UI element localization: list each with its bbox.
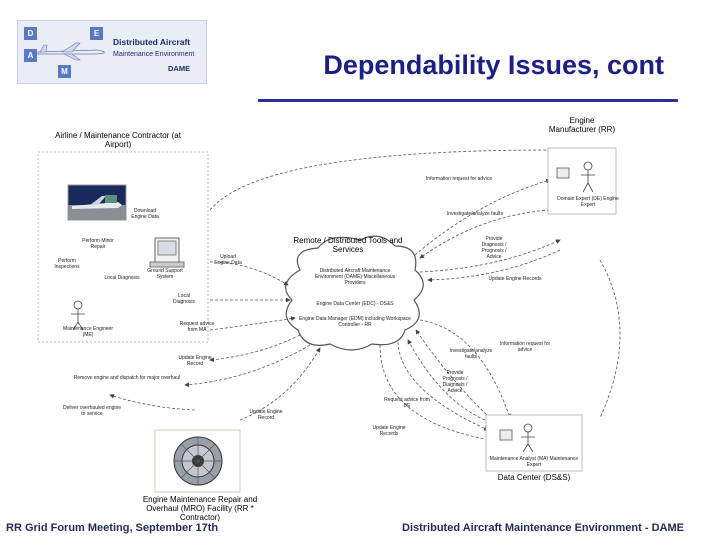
logo-letter-a: A [24, 49, 37, 62]
flow-update-engine-record-1: Update Engine Record [178, 355, 212, 367]
cloud-item-edm: Engine Data Manager (EDM) including Work… [299, 316, 411, 328]
connector-upload [209, 261, 289, 286]
connector-update-record-2 [239, 347, 321, 421]
connector-update-records-bottom [379, 344, 491, 442]
actor-data-center: Data Center (DS&S) [497, 473, 571, 482]
domain-expert-figure [581, 161, 595, 193]
label-minor-repair: Perform Minor Repair [82, 238, 114, 250]
title-rule [258, 99, 678, 102]
connector-investigate-bottom [415, 329, 491, 419]
logo-line-1: Distributed Aircraft [113, 37, 191, 47]
actor-airline: Airline / Maintenance Contractor (at Air… [55, 131, 181, 149]
manufacturer-box [547, 147, 617, 215]
flow-advice-bottom: Provide Prognosis / Diagnosis / Advice [442, 370, 468, 394]
dame-logo: D A M E Distributed Aircraft Maintenance… [17, 20, 207, 84]
label-local-diagnosis-airline: Local Diagnosis [104, 275, 140, 281]
label-domain-expert: Domain Expert (DE) Engine Expert [557, 196, 619, 208]
footer-right: Distributed Aircraft Maintenance Environ… [402, 522, 684, 534]
connector-deliver-engine [109, 393, 196, 411]
flow-request-advice-de: Request advice from DE [384, 397, 430, 409]
footer-left: RR Grid Forum Meeting, September 17th [6, 522, 219, 534]
flow-advice-top: Provide Diagnosis / Prognosis / Advice [481, 236, 507, 260]
maintenance-analyst-figure [521, 423, 535, 453]
logo-letter-e: E [90, 27, 103, 40]
connector-info-request-bottom [419, 319, 511, 419]
flow-local-diagnosis: Local Diagnosis [173, 293, 195, 305]
flow-request-advice-ma: Request advice from MA [179, 321, 215, 333]
connector-update-records-top [427, 249, 561, 283]
logo-letter-m: M [58, 65, 71, 78]
connector-request-de [397, 341, 489, 431]
connector-request-ma [209, 316, 296, 331]
label-ground-support: Ground Support System [147, 268, 183, 280]
ground-support-computer [149, 237, 185, 268]
manufacturer-computer [556, 167, 570, 179]
flow-investigate-top: Investigate/analyze faults [446, 211, 504, 217]
connector-advice-top [419, 239, 561, 273]
label-inspections: Perform Inspections [54, 258, 80, 270]
flow-upload-engine-data: Upload Engine Data [214, 254, 242, 266]
airline-region [37, 151, 209, 343]
cloud-item-dame: Distributed Aircraft Maintenance Environ… [314, 268, 396, 286]
flow-update-engine-record-2: Update Engine Record [249, 409, 283, 421]
label-maintenance-analyst: Maintenance Analyst (MA) Maintenance Exp… [489, 456, 579, 468]
maintenance-engineer-figure [71, 300, 85, 331]
flow-update-engine-records-bottom: Update Engine Records [372, 425, 406, 437]
flow-remove-engine: Remove engine and dispatch for major ove… [73, 375, 181, 381]
flow-investigate-bottom: Investigate/analyze faults [449, 348, 493, 360]
airplane-icon [37, 42, 105, 61]
label-maintenance-engineer: Maintenance Engineer (ME) [62, 326, 114, 338]
flow-info-request-bottom: Information request for advice [499, 341, 551, 353]
label-download-engine-data: Download Engine Data [131, 208, 159, 220]
slide-title: Dependability Issues, cont [323, 50, 664, 80]
connector-airline-to-manufacturer [209, 149, 551, 211]
connector-advice-bottom [407, 339, 486, 421]
data-center-computer [499, 429, 513, 441]
connector-remove-engine [184, 344, 311, 388]
logo-letter-d: D [24, 27, 37, 40]
flow-update-records-top: Update Engine Records [488, 276, 542, 282]
logo-line-3: DAME [168, 64, 191, 73]
aircraft-photo [67, 184, 127, 221]
engine-photo [154, 429, 241, 493]
connector-investigate-top [419, 209, 551, 259]
flow-info-request-top: Information request for advice [425, 176, 493, 182]
cloud-item-edc: Engine Data Center (EDC) - DS&S [316, 301, 394, 307]
actor-engine-manufacturer: Engine Manufacturer (RR) [548, 116, 616, 134]
actor-mro: Engine Maintenance Repair and Overhaul (… [142, 495, 258, 522]
remote-services-cloud [285, 235, 424, 351]
data-center-box [485, 414, 583, 472]
logo-line-2: Maintenance Environment [113, 51, 195, 58]
flow-deliver-engine: Deliver overhauled engine to service [62, 405, 122, 417]
connector-update-record-1 [209, 334, 301, 362]
connector-manufacturer-to-datacenter [599, 259, 621, 419]
connector-info-request-top [414, 178, 551, 256]
actor-remote-tools: Remote / Distributed Tools and Services [293, 236, 403, 254]
